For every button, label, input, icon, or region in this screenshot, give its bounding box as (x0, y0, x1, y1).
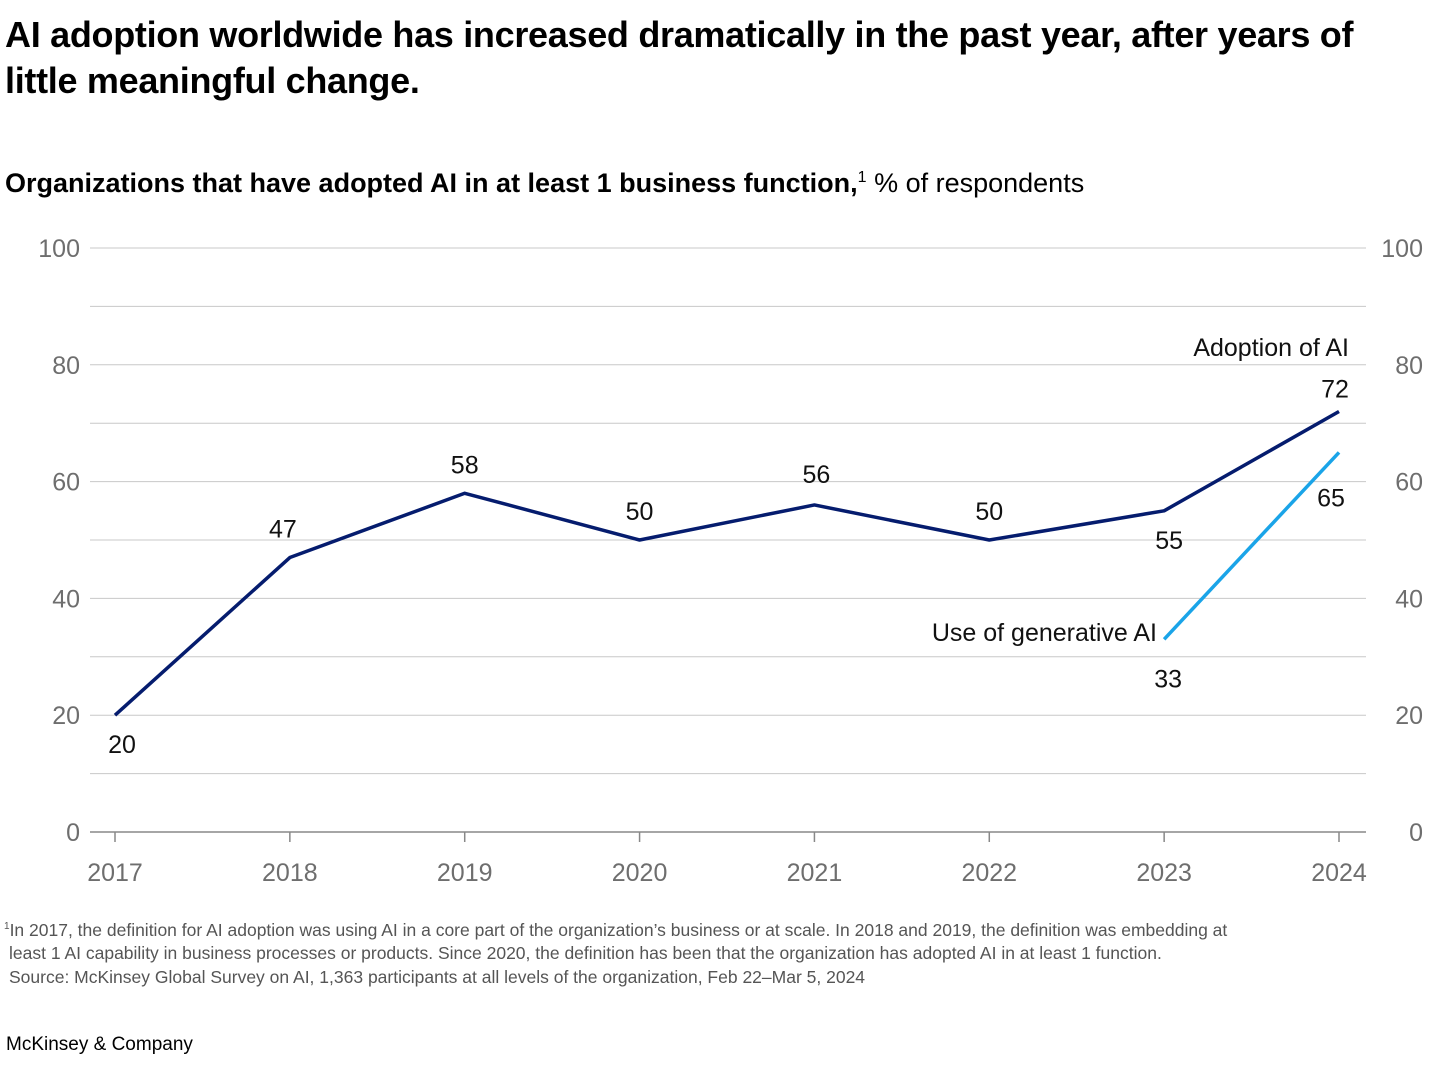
data-label: 58 (451, 451, 479, 479)
data-label: 33 (1154, 665, 1182, 693)
subtitle-unit: % of respondents (874, 168, 1085, 198)
x-tick-label: 2019 (437, 859, 493, 887)
x-tick-label: 2021 (787, 859, 843, 887)
data-label: 65 (1317, 484, 1345, 512)
x-tick-label: 2022 (961, 859, 1017, 887)
data-label: 47 (269, 516, 297, 544)
y-tick-label-left: 100 (38, 235, 80, 263)
y-tick-label-left: 40 (52, 585, 80, 613)
data-label: 20 (108, 731, 136, 759)
data-label: 50 (626, 498, 654, 526)
footnote-marker: 1 (4, 921, 10, 932)
x-tick-label: 2018 (262, 859, 318, 887)
chart-subtitle: Organizations that have adopted AI in at… (5, 160, 1084, 201)
footnotes: 1In 2017, the definition for AI adoption… (4, 915, 1424, 989)
series-label: Use of generative AI (932, 619, 1157, 647)
y-tick-label-left: 20 (52, 702, 80, 730)
data-label: 50 (975, 498, 1003, 526)
y-tick-label-right: 60 (1395, 469, 1423, 497)
footnote-1: 1In 2017, the definition for AI adoption… (4, 915, 1424, 942)
x-tick-label: 2023 (1136, 859, 1192, 887)
x-tick-label: 2017 (87, 859, 143, 887)
footnote-2: least 1 AI capability in business proces… (9, 943, 1162, 964)
y-tick-label-right: 40 (1395, 585, 1423, 613)
y-tick-label-right: 0 (1409, 819, 1423, 847)
y-tick-label-left: 60 (52, 469, 80, 497)
subtitle-footnote-marker: 1 (857, 169, 867, 186)
x-tick-label: 2024 (1311, 859, 1367, 887)
chart-title: AI adoption worldwide has increased dram… (5, 14, 1354, 101)
y-tick-label-left: 0 (66, 819, 80, 847)
data-label: 55 (1155, 527, 1183, 555)
y-tick-label-right: 100 (1381, 235, 1423, 263)
footnote-line: In 2017, the definition for AI adoption … (9, 919, 1228, 940)
y-tick-label-right: 20 (1395, 702, 1423, 730)
y-tick-label-left: 80 (52, 352, 80, 380)
subtitle-bold: Organizations that have adopted AI in at… (5, 168, 858, 198)
series-label: Adoption of AI (1193, 334, 1349, 362)
footnote-source: Source: McKinsey Global Survey on AI, 1,… (9, 966, 866, 987)
x-tick-label: 2020 (612, 859, 668, 887)
data-label: 72 (1321, 376, 1349, 404)
y-tick-label-right: 80 (1395, 352, 1423, 380)
data-label: 56 (803, 461, 831, 489)
series-line-1 (1162, 451, 1341, 641)
brand-logo: McKinsey & Company (6, 1034, 193, 1055)
series-line-0 (113, 409, 1340, 717)
